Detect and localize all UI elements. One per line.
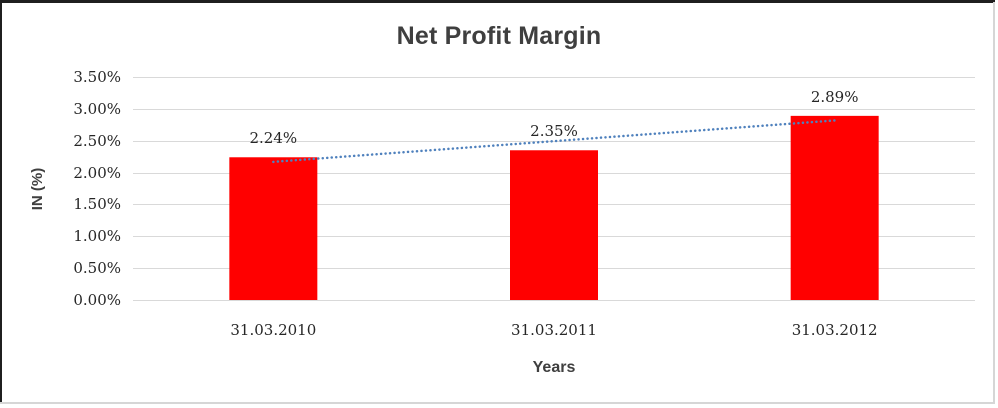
bar-31.03.2012 <box>790 115 879 300</box>
chart-title: Net Profit Margin <box>396 22 602 50</box>
x-category-label: 31.03.2012 <box>791 321 878 339</box>
data-label: 2.35% <box>530 122 578 141</box>
x-category-label: 31.03.2010 <box>230 321 317 339</box>
trendline <box>272 119 836 164</box>
y-tick-label: 3.50% <box>73 68 121 86</box>
frame-border-bottom <box>0 402 995 404</box>
frame-border-top <box>0 0 995 3</box>
y-tick-label: 1.50% <box>73 195 121 214</box>
y-tick-label: 2.00% <box>73 163 121 182</box>
y-tick-label: 2.50% <box>73 131 121 150</box>
x-axis-title: Years <box>532 359 576 376</box>
x-category-label: 31.03.2011 <box>511 321 597 339</box>
bar-31.03.2010 <box>229 157 318 300</box>
frame-border-left <box>0 0 2 404</box>
bar-31.03.2011 <box>510 150 598 300</box>
y-tick-label: 1.00% <box>73 227 121 246</box>
y-tick-label: 0.00% <box>73 291 121 309</box>
frame-border-right <box>993 2 995 403</box>
y-tick-label: 0.50% <box>73 259 121 278</box>
data-label: 2.89% <box>810 87 859 106</box>
data-label: 2.24% <box>249 129 298 148</box>
y-tick-label: 3.00% <box>73 99 121 118</box>
